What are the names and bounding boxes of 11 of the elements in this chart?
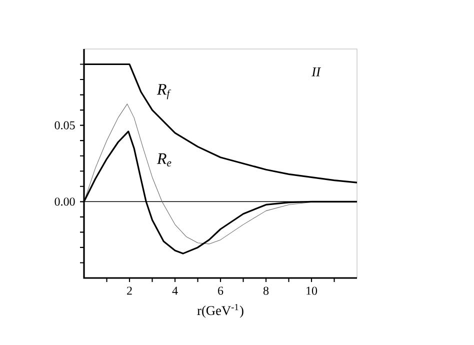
x-tick-label: 2 [127,286,132,295]
x-axis-title: r(GeV$^{-1}$) [197,304,244,318]
y-tick-label: 0.05 [54,121,75,130]
x-tick-label: 4 [172,286,178,295]
y-tick-label: 0.00 [54,198,75,206]
series-label: R$_{e}$ [156,153,172,166]
series-label: R$_{f}$ [156,84,171,100]
x-tick-label: 8 [263,286,269,295]
annotation: II [312,68,322,76]
x-tick-label: 6 [218,286,224,295]
x-tick-label: 10 [306,286,318,295]
